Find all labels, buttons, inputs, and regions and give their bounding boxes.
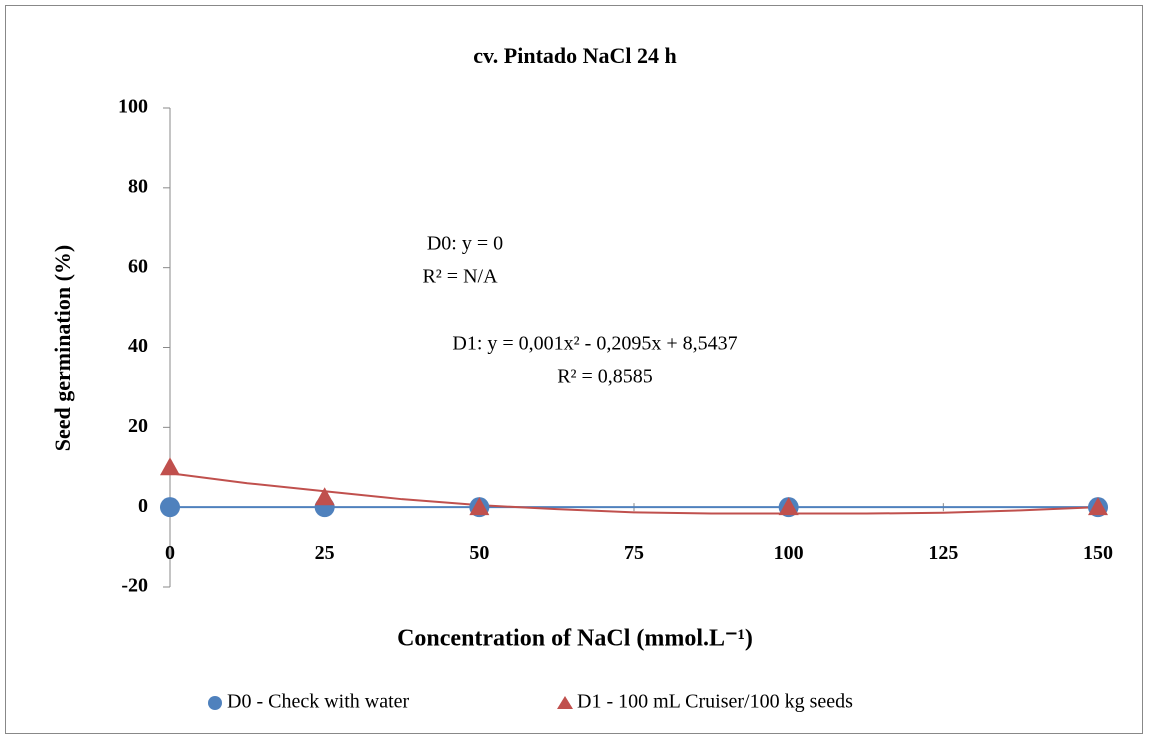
x-tick-label: 50: [469, 542, 489, 564]
x-tick-label: 0: [165, 542, 175, 564]
legend-marker: [557, 696, 573, 709]
x-tick-label: 25: [315, 542, 335, 564]
x-tick-label: 75: [624, 542, 644, 564]
y-tick-label: 100: [118, 96, 148, 118]
point: [469, 497, 490, 516]
legend-label: D1 - 100 mL Cruiser/100 kg seeds: [577, 691, 853, 713]
x-axis-label: Concentration of NaCl (mmol.L⁻¹): [397, 626, 753, 652]
annotation: R² = N/A: [422, 266, 498, 288]
y-tick-label: 80: [128, 175, 148, 197]
y-tick-label: 40: [128, 335, 148, 357]
y-tick-label: -20: [121, 575, 148, 597]
annotation: D0: y = 0: [427, 233, 503, 255]
legend-marker: [208, 696, 222, 710]
point: [778, 497, 799, 516]
annotation: D1: y = 0,001x² - 0,2095x + 8,5437: [452, 333, 737, 355]
y-tick-label: 60: [128, 255, 148, 277]
y-axis-label: Seed germination (%): [50, 245, 75, 452]
y-tick-label: 20: [128, 415, 148, 437]
x-tick-label: 100: [774, 542, 804, 564]
point: [1088, 497, 1108, 516]
chart-title: cv. Pintado NaCl 24 h: [473, 43, 677, 68]
y-tick-label: 0: [138, 495, 148, 517]
x-tick-label: 150: [1083, 542, 1113, 564]
annotation: R² = 0,8585: [557, 366, 653, 388]
point: [160, 457, 180, 476]
x-tick-label: 125: [928, 542, 958, 564]
chart-border: [5, 5, 1143, 734]
point: [160, 497, 180, 518]
legend-label: D0 - Check with water: [227, 691, 410, 713]
point: [314, 487, 335, 506]
